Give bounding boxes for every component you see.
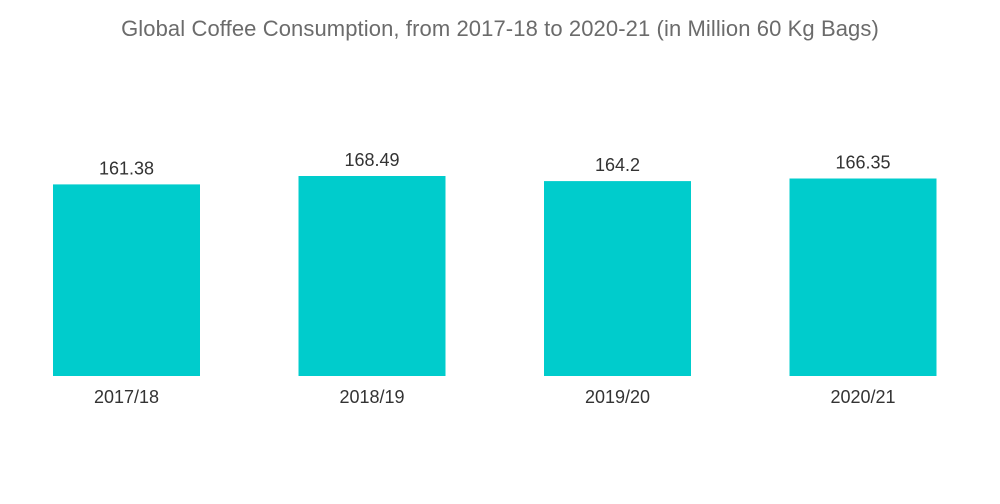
bar-2017-18 [53,184,200,376]
category-label: 2019/20 [585,387,650,407]
chart-title: Global Coffee Consumption, from 2017-18 … [121,16,879,41]
value-label: 168.49 [344,150,399,170]
category-label: 2020/21 [830,387,895,407]
category-label: 2018/19 [339,387,404,407]
category-label: 2017/18 [94,387,159,407]
bar-2020-21 [789,178,937,376]
value-label: 166.35 [835,153,890,173]
value-label: 161.38 [99,158,154,178]
value-label: 164.2 [595,155,640,175]
bar-2018-19 [298,176,446,376]
bar-2019-20 [544,181,691,376]
